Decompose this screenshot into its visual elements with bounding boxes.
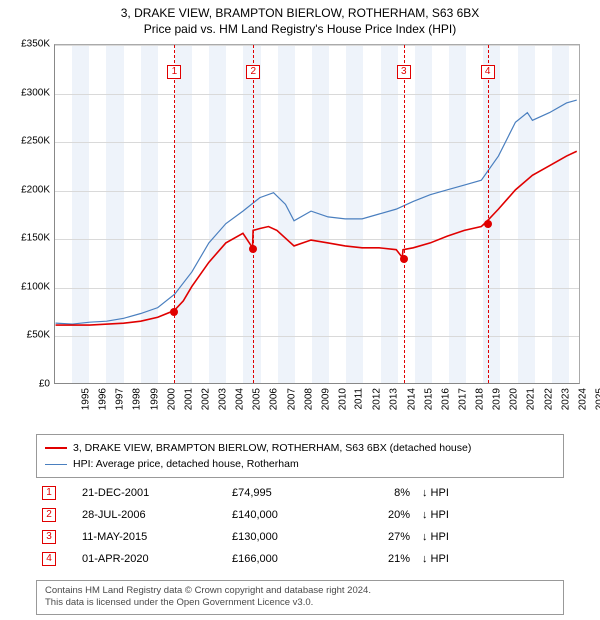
chart-container: 3, DRAKE VIEW, BRAMPTON BIERLOW, ROTHERH… [0,0,600,620]
x-tick-label: 2022 [543,388,554,410]
y-tick-label: £350K [10,39,50,50]
x-tick-label: 2006 [269,388,280,410]
x-tick-label: 2024 [577,388,588,410]
plot-area: 1 2 3 4 [54,44,580,384]
sale-marker-line [404,45,405,383]
x-tick-label: 2011 [354,388,365,410]
x-tick-label: 2003 [217,388,228,410]
x-tick-label: 2004 [234,388,245,410]
sale-index-box: 1 [42,486,56,500]
y-tick-label: £100K [10,281,50,292]
footer-attribution: Contains HM Land Registry data © Crown c… [36,580,564,615]
legend-box: 3, DRAKE VIEW, BRAMPTON BIERLOW, ROTHERH… [36,434,564,478]
x-tick-label: 2002 [200,388,211,410]
y-tick-label: £50K [10,330,50,341]
sale-marker-index: 1 [167,65,181,79]
x-tick-label: 1997 [115,388,126,410]
x-tick-label: 2001 [183,388,194,410]
x-tick-label: 2019 [491,388,502,410]
x-tick-label: 1998 [132,388,143,410]
x-tick-label: 2015 [423,388,434,410]
y-tick-label: £300K [10,87,50,98]
series-svg [55,45,579,383]
y-tick-label: £250K [10,136,50,147]
sale-pct: 21% [346,548,416,570]
footer-line2: This data is licensed under the Open Gov… [45,597,555,609]
title-subtitle: Price paid vs. HM Land Registry's House … [10,22,590,36]
sale-relative: ↓ HPI [416,504,564,526]
sale-pct: 8% [346,482,416,504]
x-tick-label: 2023 [560,388,571,410]
x-tick-label: 2017 [457,388,468,410]
x-tick-label: 2012 [372,388,383,410]
title-address: 3, DRAKE VIEW, BRAMPTON BIERLOW, ROTHERH… [10,6,590,20]
sale-price: £140,000 [226,504,346,526]
sale-price: £130,000 [226,526,346,548]
sale-marker-dot [249,245,257,253]
sale-price: £166,000 [226,548,346,570]
x-tick-label: 2016 [440,388,451,410]
x-tick-label: 2013 [389,388,400,410]
series-price_paid [56,151,577,325]
sale-marker-dot [170,308,178,316]
x-tick-label: 2008 [303,388,314,410]
chart-area: 1234 £0£50K£100K£150K£200K£250K£300K£350… [10,44,590,424]
y-tick-label: £150K [10,233,50,244]
x-tick-label: 1999 [149,388,160,410]
x-tick-label: 2005 [252,388,263,410]
legend-swatch [45,447,67,449]
legend-item: 3, DRAKE VIEW, BRAMPTON BIERLOW, ROTHERH… [45,440,555,456]
sale-marker-dot [400,255,408,263]
x-tick-label: 2021 [526,388,537,410]
sales-table: 121-DEC-2001£74,9958%↓ HPI228-JUL-2006£1… [36,482,564,570]
sale-row: 2 28-JUL-2006£140,00020%↓ HPI [36,504,564,526]
sale-date: 28-JUL-2006 [76,504,226,526]
sale-relative: ↓ HPI [416,526,564,548]
legend-item: HPI: Average price, detached house, Roth… [45,456,555,472]
x-tick-label: 2010 [337,388,348,410]
sale-index-box: 4 [42,552,56,566]
x-tick-label: 2000 [166,388,177,410]
title-block: 3, DRAKE VIEW, BRAMPTON BIERLOW, ROTHERH… [0,0,600,38]
sale-relative: ↓ HPI [416,548,564,570]
sale-date: 11-MAY-2015 [76,526,226,548]
sale-price: £74,995 [226,482,346,504]
x-tick-label: 1996 [97,388,108,410]
sale-pct: 20% [346,504,416,526]
y-tick-label: £200K [10,184,50,195]
sale-row: 4 01-APR-2020£166,00021%↓ HPI [36,548,564,570]
x-tick-label: 2009 [320,388,331,410]
legend-label: 3, DRAKE VIEW, BRAMPTON BIERLOW, ROTHERH… [73,442,471,454]
sale-marker-line [174,45,175,383]
sale-index-box: 2 [42,508,56,522]
x-tick-label: 2020 [509,388,520,410]
legend-swatch [45,464,67,465]
x-tick-label: 1995 [80,388,91,410]
sale-pct: 27% [346,526,416,548]
sale-marker-index: 4 [481,65,495,79]
sale-row: 1 21-DEC-2001£74,9958%↓ HPI [36,482,564,504]
sale-index-box: 3 [42,530,56,544]
footer-line1: Contains HM Land Registry data © Crown c… [45,585,555,597]
sale-date: 21-DEC-2001 [76,482,226,504]
sale-marker-index: 2 [246,65,260,79]
sale-marker-index: 3 [397,65,411,79]
sale-row: 3 11-MAY-2015£130,00027%↓ HPI [36,526,564,548]
sale-marker-line [488,45,489,383]
x-tick-label: 2014 [406,388,417,410]
sale-marker-dot [484,220,492,228]
sale-marker-line [253,45,254,383]
sale-date: 01-APR-2020 [76,548,226,570]
x-tick-label: 2007 [286,388,297,410]
x-tick-label: 2018 [474,388,485,410]
x-tick-label: 2025 [594,388,600,410]
series-hpi [56,100,577,324]
sale-relative: ↓ HPI [416,482,564,504]
y-tick-label: £0 [10,379,50,390]
legend-label: HPI: Average price, detached house, Roth… [73,458,299,470]
